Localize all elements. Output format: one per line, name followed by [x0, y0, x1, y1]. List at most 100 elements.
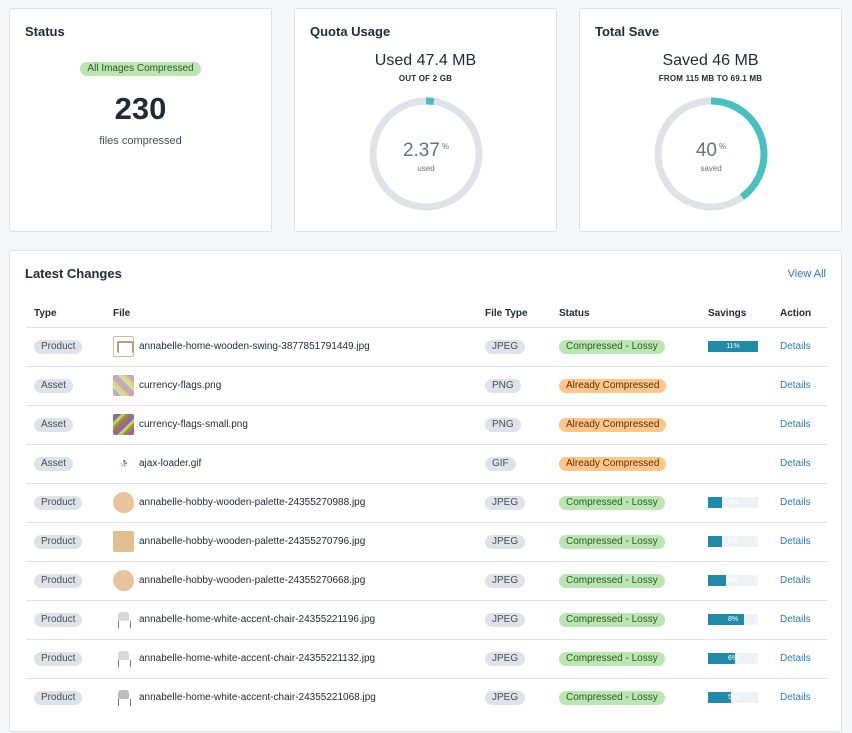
details-link[interactable]: Details: [780, 341, 811, 352]
quota-card: Quota Usage Used 47.4 MB OUT OF 2 GB 2.3…: [294, 8, 557, 232]
save-card: Total Save Saved 46 MB FROM 115 MB TO 69…: [579, 8, 842, 232]
latest-changes-card: Latest Changes View All Type File File T…: [9, 250, 842, 732]
savings-bar: 8%: [708, 614, 758, 625]
details-link[interactable]: Details: [780, 419, 811, 430]
file-type-badge: JPEG: [485, 651, 526, 666]
files-compressed-count: 230: [114, 91, 167, 126]
details-link[interactable]: Details: [780, 458, 811, 469]
column-header-savings: Savings: [700, 301, 772, 328]
file-name: currency-flags-small.png: [139, 419, 248, 430]
file-thumbnail: [113, 687, 134, 709]
save-percent-value: 40: [695, 140, 717, 161]
file-type-badge: JPEG: [485, 690, 526, 705]
column-header-file-type: File Type: [477, 301, 551, 328]
savings-value: 11%: [726, 343, 740, 350]
quota-percent-label: used: [417, 164, 435, 173]
type-badge: Product: [34, 495, 83, 510]
quota-percent-value: 2.37: [402, 140, 440, 161]
table-row: Product annabelle-home-wooden-swing-38778…: [26, 327, 827, 367]
table-row: Product annabelle-home-white-accent-chair…: [26, 678, 827, 717]
status-badge: Already Compressed: [559, 378, 667, 393]
quota-subline: OUT OF 2 GB: [398, 74, 453, 83]
details-link[interactable]: Details: [780, 614, 811, 625]
savings-bar: 6%: [708, 653, 758, 664]
details-link[interactable]: Details: [780, 380, 811, 391]
file-thumbnail: [113, 414, 134, 435]
type-badge: Product: [34, 573, 83, 588]
file-type-badge: JPEG: [485, 573, 526, 588]
table-row: Asset currency-flags.png PNG Already Compre…: [26, 366, 827, 406]
quota-percent-sign: %: [441, 141, 450, 151]
file-name: currency-flags.png: [139, 380, 222, 391]
status-badge: Compressed - Lossy: [559, 612, 665, 627]
savings-bar: 5%: [708, 692, 758, 704]
file-thumbnail: [113, 492, 134, 513]
save-percent-label: saved: [700, 164, 722, 173]
status-card: Status All Images Compressed 230 files c…: [9, 8, 272, 232]
table-row: Product annabelle-home-white-accent-chair…: [26, 600, 827, 640]
column-header-status: Status: [551, 301, 700, 328]
file-name: annabelle-home-wooden-swing-387785179144…: [139, 341, 370, 352]
details-link[interactable]: Details: [780, 497, 811, 508]
status-badge: All Images Compressed: [80, 62, 201, 76]
savings-bar: 3%: [708, 497, 758, 508]
quota-donut-arc: [369, 97, 483, 211]
savings-bar-fill: [708, 497, 722, 508]
file-thumbnail: [113, 531, 134, 552]
save-percent-sign: %: [719, 141, 727, 151]
table-row: Product annabelle-hobby-wooden-palette-24…: [26, 522, 827, 562]
file-type-badge: PNG: [485, 417, 521, 432]
details-link[interactable]: Details: [780, 536, 811, 547]
save-headline: Saved 46 MB: [662, 52, 759, 69]
changes-table: Type File File Type Status Savings Actio…: [26, 301, 827, 717]
column-header-file: File: [105, 301, 477, 328]
savings-value: 8%: [727, 616, 739, 623]
status-badge: Compressed - Lossy: [559, 651, 665, 666]
file-thumbnail: [113, 570, 134, 591]
table-row: Product annabelle-hobby-wooden-palette-24…: [26, 561, 827, 601]
savings-bar-fill: [708, 341, 759, 352]
status-badge: Compressed - Lossy: [559, 690, 665, 705]
type-badge: Product: [34, 612, 83, 627]
type-badge: Asset: [34, 378, 74, 393]
file-thumbnail: [113, 336, 134, 357]
savings-bar: 3%: [708, 536, 758, 547]
file-name: ajax-loader.gif: [139, 458, 202, 469]
file-thumbnail: [113, 648, 134, 669]
details-link[interactable]: Details: [780, 653, 811, 664]
file-name: annabelle-home-white-accent-chair-243552…: [139, 614, 376, 625]
save-donut-arc: [654, 97, 768, 211]
savings-bar: 11%: [708, 341, 759, 352]
table-row: Product annabelle-home-white-accent-chair…: [26, 639, 827, 679]
type-badge: Product: [34, 690, 83, 705]
details-link[interactable]: Details: [780, 575, 811, 586]
file-name: annabelle-home-white-accent-chair-243552…: [139, 692, 376, 704]
status-badge: Compressed - Lossy: [559, 573, 665, 588]
savings-value: 3%: [727, 499, 739, 506]
file-name: annabelle-hobby-wooden-palette-243552706…: [139, 575, 366, 586]
files-compressed-caption: files compressed: [99, 135, 182, 147]
status-badge: Already Compressed: [559, 456, 667, 471]
savings-bar: 4%: [708, 575, 758, 586]
status-title: Status: [25, 24, 65, 39]
savings-bar-fill: [708, 575, 727, 586]
save-subline: FROM 115 MB TO 69.1 MB: [658, 74, 763, 83]
latest-changes-title: Latest Changes: [25, 266, 122, 281]
details-link[interactable]: Details: [780, 692, 811, 704]
file-type-badge: JPEG: [485, 612, 526, 627]
column-header-action: Action: [772, 301, 827, 328]
quota-headline: Used 47.4 MB: [374, 52, 477, 69]
file-name: annabelle-hobby-wooden-palette-243552707…: [139, 536, 366, 547]
file-thumbnail: [113, 609, 134, 630]
savings-value: 3%: [727, 538, 739, 545]
view-all-link[interactable]: View All: [787, 268, 826, 280]
quota-title: Quota Usage: [310, 24, 391, 39]
save-title: Total Save: [595, 24, 660, 39]
column-header-type: Type: [26, 301, 105, 328]
type-badge: Product: [34, 339, 83, 354]
file-thumbnail: [113, 453, 134, 474]
type-badge: Product: [34, 534, 83, 549]
file-thumbnail: [113, 375, 134, 396]
type-badge: Asset: [34, 417, 74, 432]
file-type-badge: PNG: [485, 378, 521, 393]
